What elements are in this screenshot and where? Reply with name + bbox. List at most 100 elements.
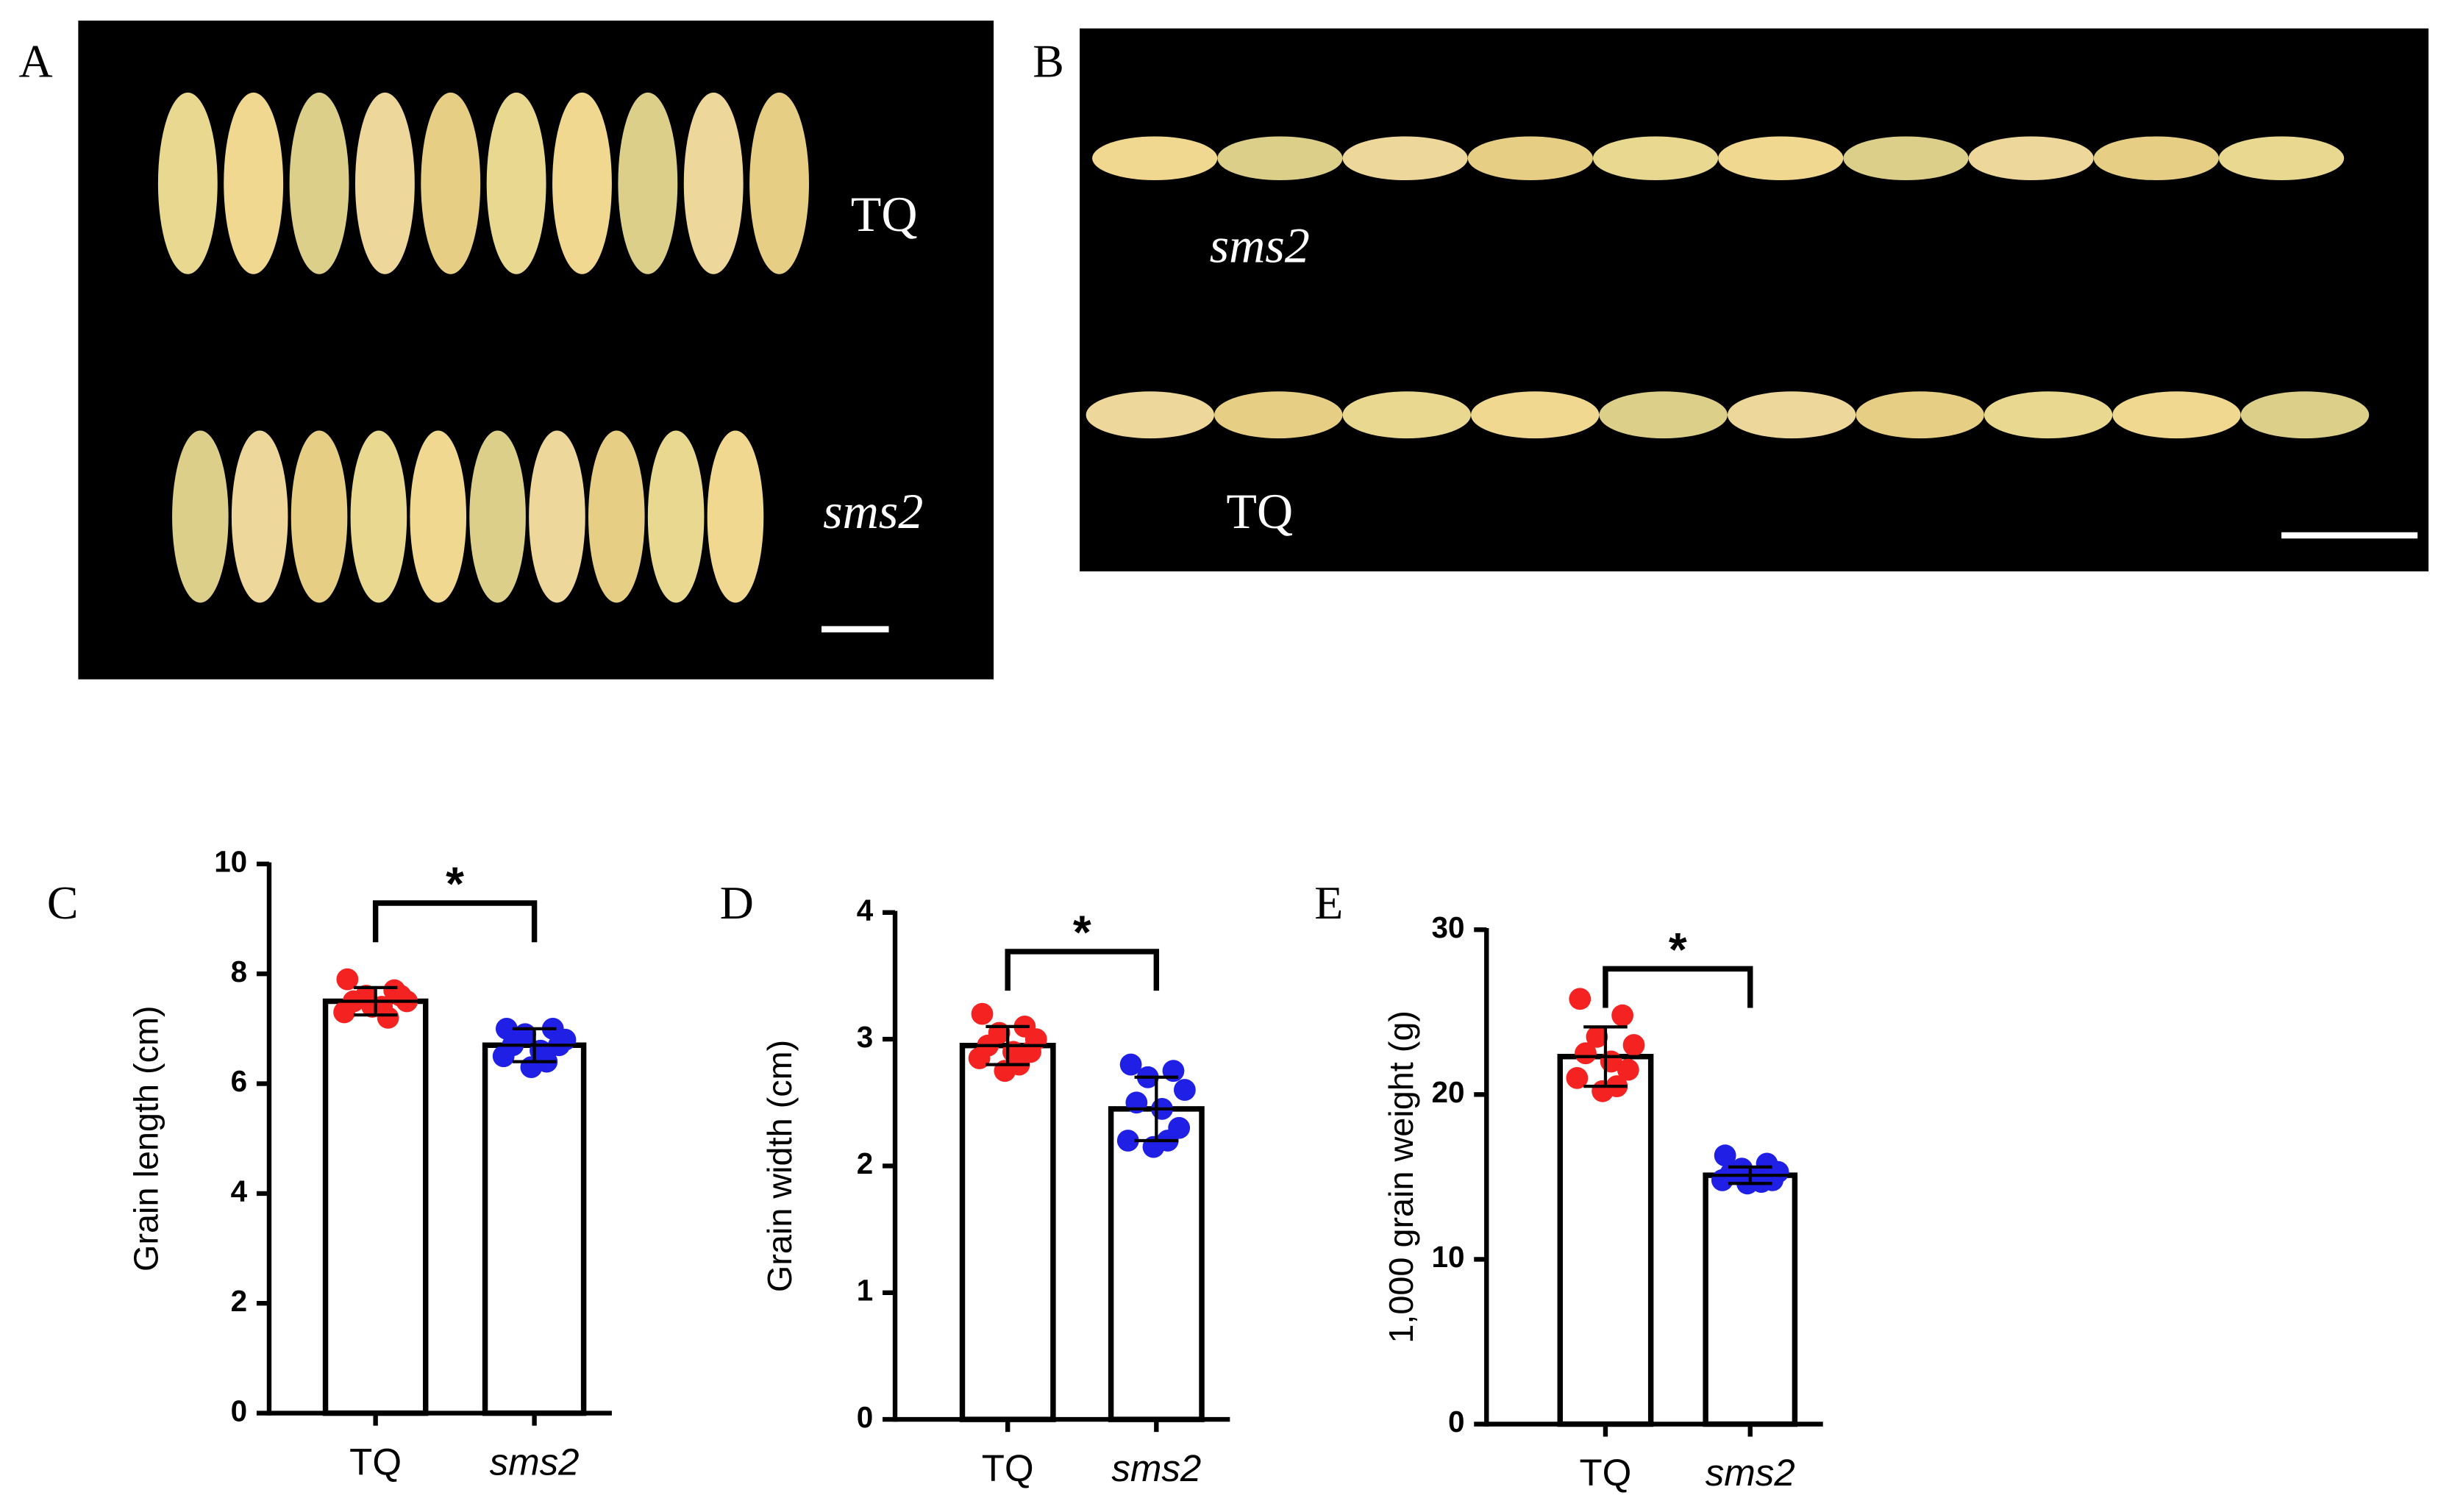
grain xyxy=(410,430,467,603)
data-point xyxy=(1711,1169,1733,1191)
grain xyxy=(588,430,645,603)
grain xyxy=(707,430,764,603)
x-tick-label: TQ xyxy=(982,1447,1034,1489)
significance-label: * xyxy=(1669,923,1687,976)
y-tick-label: 2 xyxy=(857,1147,873,1180)
grain xyxy=(469,430,526,603)
data-point xyxy=(1119,1053,1142,1076)
y-tick-label: 0 xyxy=(857,1400,873,1434)
y-axis-label: Grain width (cm) xyxy=(760,1040,799,1292)
grain xyxy=(1214,391,1343,439)
grain xyxy=(1599,391,1728,439)
grains xyxy=(157,92,2370,603)
data-point xyxy=(1586,1025,1608,1048)
data-point xyxy=(492,1045,515,1068)
data-point xyxy=(1592,1080,1614,1102)
photo-label: TQ xyxy=(1226,483,1293,539)
panel-letter: C xyxy=(47,877,79,929)
y-tick-label: 0 xyxy=(1448,1405,1464,1438)
grain xyxy=(1718,136,1844,181)
data-point xyxy=(1714,1144,1736,1167)
grain xyxy=(683,92,744,274)
grain xyxy=(350,430,407,603)
bar xyxy=(322,998,429,1416)
y-axis-label: 1,000 grain weight (g) xyxy=(1382,1010,1420,1344)
bar xyxy=(1703,1172,1798,1427)
grain xyxy=(529,430,585,603)
y-tick-label: 30 xyxy=(1432,910,1465,944)
grain xyxy=(289,92,349,274)
grain xyxy=(1342,391,1471,439)
data-point xyxy=(1569,988,1592,1010)
grain xyxy=(1968,136,2094,181)
data-point xyxy=(1622,1034,1645,1056)
data-point xyxy=(1575,1042,1597,1065)
grain xyxy=(1470,391,1600,439)
panel-letter: D xyxy=(720,877,754,929)
x-tick-label: TQ xyxy=(349,1441,402,1483)
data-point xyxy=(495,1017,518,1040)
y-tick-label: 20 xyxy=(1432,1075,1465,1109)
y-tick-label: 1 xyxy=(857,1273,873,1307)
panel-letter: B xyxy=(1033,35,1064,87)
photo-b xyxy=(1080,28,2429,571)
grain xyxy=(647,430,705,603)
x-tick-label: sms2 xyxy=(1706,1452,1795,1494)
data-point xyxy=(971,1002,994,1025)
grain xyxy=(1856,391,1984,439)
grain xyxy=(421,92,481,274)
x-tick-label: TQ xyxy=(1580,1452,1632,1494)
grain xyxy=(291,430,348,603)
error-bar xyxy=(969,1024,1047,1066)
grain xyxy=(1342,136,1468,181)
grain xyxy=(224,92,284,274)
bar xyxy=(959,1042,1056,1422)
significance-bracket xyxy=(1005,949,1160,991)
data-point xyxy=(1566,1066,1589,1089)
y-tick-label: 8 xyxy=(231,955,247,988)
bar xyxy=(482,1042,587,1416)
grain xyxy=(2218,136,2345,181)
grain xyxy=(2240,391,2370,439)
grain xyxy=(1086,391,1215,439)
grain xyxy=(1217,136,1343,181)
data-point xyxy=(520,1056,543,1079)
grain xyxy=(552,92,612,274)
data-point xyxy=(336,968,359,991)
grain xyxy=(1843,136,1969,181)
significance-bracket xyxy=(1603,966,1753,1008)
grain xyxy=(749,92,809,274)
data-point xyxy=(1611,1004,1633,1027)
grain xyxy=(618,92,678,274)
data-point xyxy=(1617,1058,1639,1081)
error-bar xyxy=(1566,1025,1645,1088)
photo-label: TQ xyxy=(851,186,918,242)
x-tick-label: sms2 xyxy=(490,1441,580,1483)
error-bar xyxy=(1711,1165,1789,1185)
grain xyxy=(2093,136,2219,181)
y-tick-label: 0 xyxy=(231,1394,247,1427)
panel-letter: E xyxy=(1314,877,1343,929)
y-tick-label: 4 xyxy=(231,1174,248,1208)
data-point xyxy=(377,1007,399,1029)
bar xyxy=(1557,1054,1654,1427)
grain xyxy=(172,430,229,603)
error-bar xyxy=(332,985,420,1017)
data-point xyxy=(1116,1130,1139,1152)
y-tick-label: 10 xyxy=(214,844,247,878)
data-point xyxy=(968,1047,991,1069)
photo-label: sms2 xyxy=(1210,217,1310,273)
y-tick-label: 4 xyxy=(857,893,874,927)
photo-label: sms2 xyxy=(823,483,923,539)
panel-letter: A xyxy=(19,35,53,87)
significance-bracket xyxy=(372,900,538,943)
grain xyxy=(354,92,415,274)
data-point xyxy=(333,1001,355,1024)
grain xyxy=(2112,391,2241,439)
grain xyxy=(1727,391,1856,439)
grain xyxy=(1467,136,1593,181)
x-tick-label: sms2 xyxy=(1111,1447,1201,1489)
y-tick-label: 2 xyxy=(231,1284,247,1318)
